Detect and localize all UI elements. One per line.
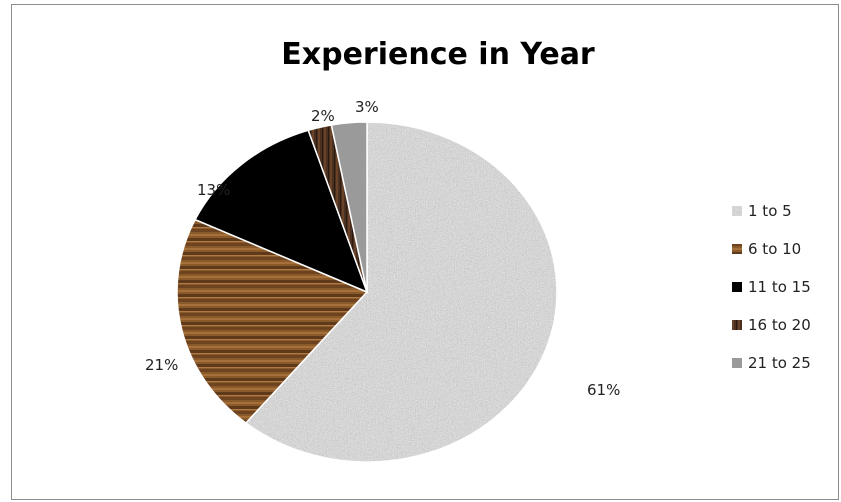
legend-swatch-16-to-20 bbox=[732, 320, 742, 330]
legend-swatch-6-to-10 bbox=[732, 244, 742, 254]
pie-chart: Experience in Year 61% 21% 13% 2% 3% 1 to 5 6… bbox=[12, 5, 840, 501]
pie-value-label-11-to-15: 13% bbox=[197, 181, 230, 199]
legend-swatch-21-to-25 bbox=[732, 358, 742, 368]
legend-label-11-to-15: 11 to 15 bbox=[748, 278, 811, 296]
legend-label-1-to-5: 1 to 5 bbox=[748, 202, 792, 220]
legend-label-6-to-10: 6 to 10 bbox=[748, 240, 801, 258]
pie-value-label-1-to-5: 61% bbox=[587, 381, 620, 399]
chart-frame: Experience in Year 61% 21% 13% 2% 3% 1 to 5 6… bbox=[11, 4, 839, 500]
legend-label-16-to-20: 16 to 20 bbox=[748, 316, 811, 334]
pie-value-label-21-to-25: 3% bbox=[355, 98, 379, 116]
legend: 1 to 5 6 to 10 11 to 15 16 to 20 21 to 25 bbox=[732, 202, 811, 372]
legend-swatch-11-to-15 bbox=[732, 282, 742, 292]
legend-label-21-to-25: 21 to 25 bbox=[748, 354, 811, 372]
chart-title: Experience in Year bbox=[281, 37, 595, 72]
pie-value-label-6-to-10: 21% bbox=[145, 356, 178, 374]
pie-value-label-16-to-20: 2% bbox=[311, 107, 335, 125]
pie-slices bbox=[177, 122, 557, 462]
legend-swatch-1-to-5 bbox=[732, 206, 742, 216]
